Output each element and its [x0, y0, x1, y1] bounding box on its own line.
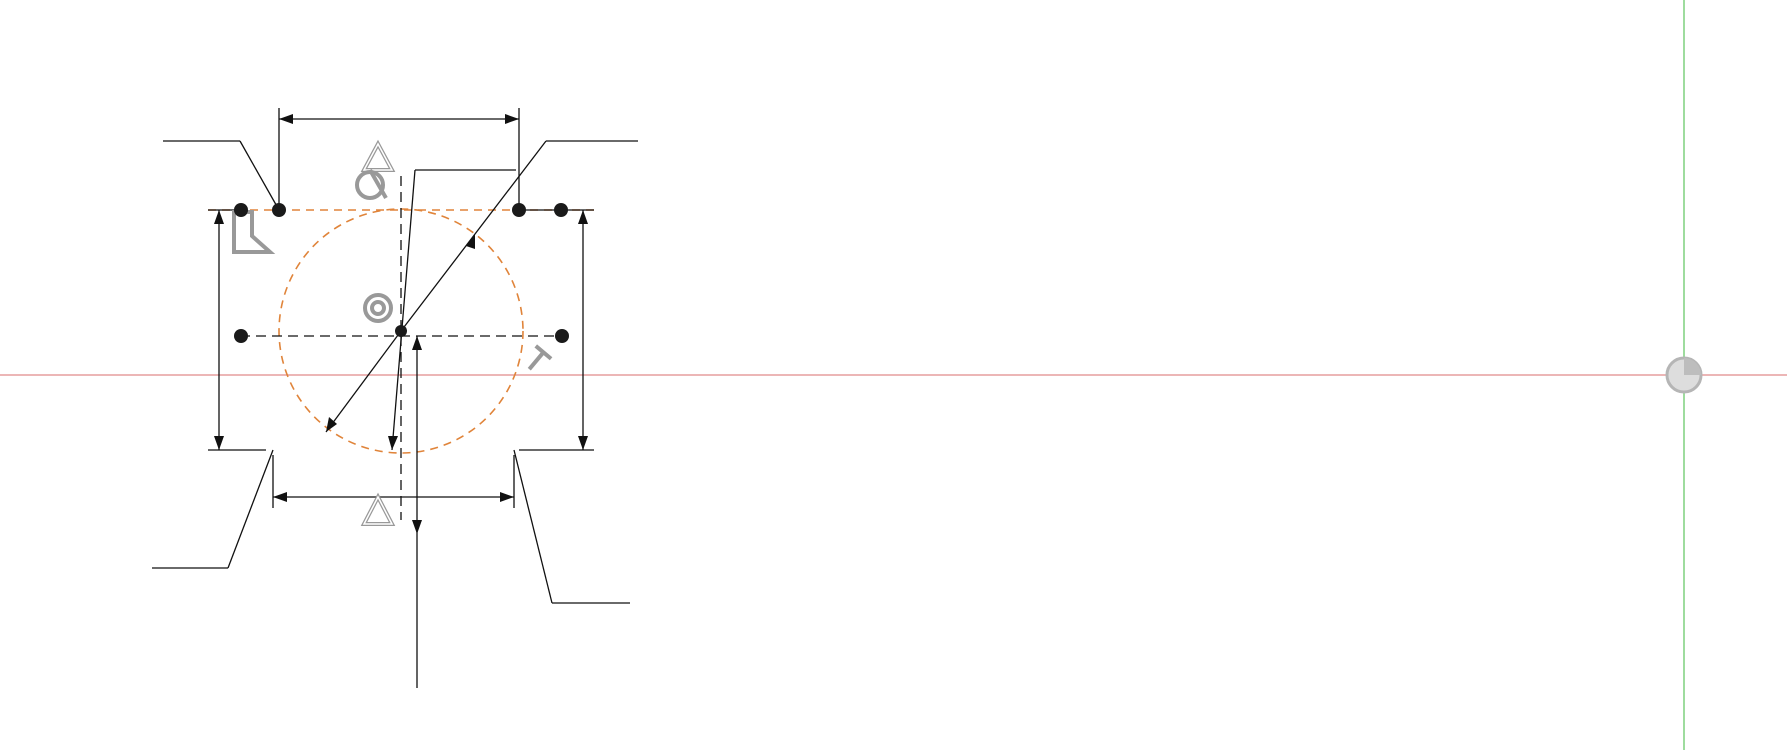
dimension-arrows	[214, 114, 588, 534]
sketch-points[interactable]	[234, 203, 569, 343]
concentric-constraint-icon[interactable]	[363, 293, 393, 323]
tangent-constraint-icon[interactable]	[522, 344, 553, 376]
coincident-constraint-icon[interactable]	[355, 169, 388, 200]
dimension-lines	[152, 108, 638, 688]
fix-constraint-icon[interactable]	[232, 210, 276, 254]
horizontal-constraint-icon[interactable]	[360, 492, 396, 526]
horizontal-constraint-icon[interactable]	[360, 139, 396, 172]
origin-icon[interactable]	[1665, 356, 1703, 394]
